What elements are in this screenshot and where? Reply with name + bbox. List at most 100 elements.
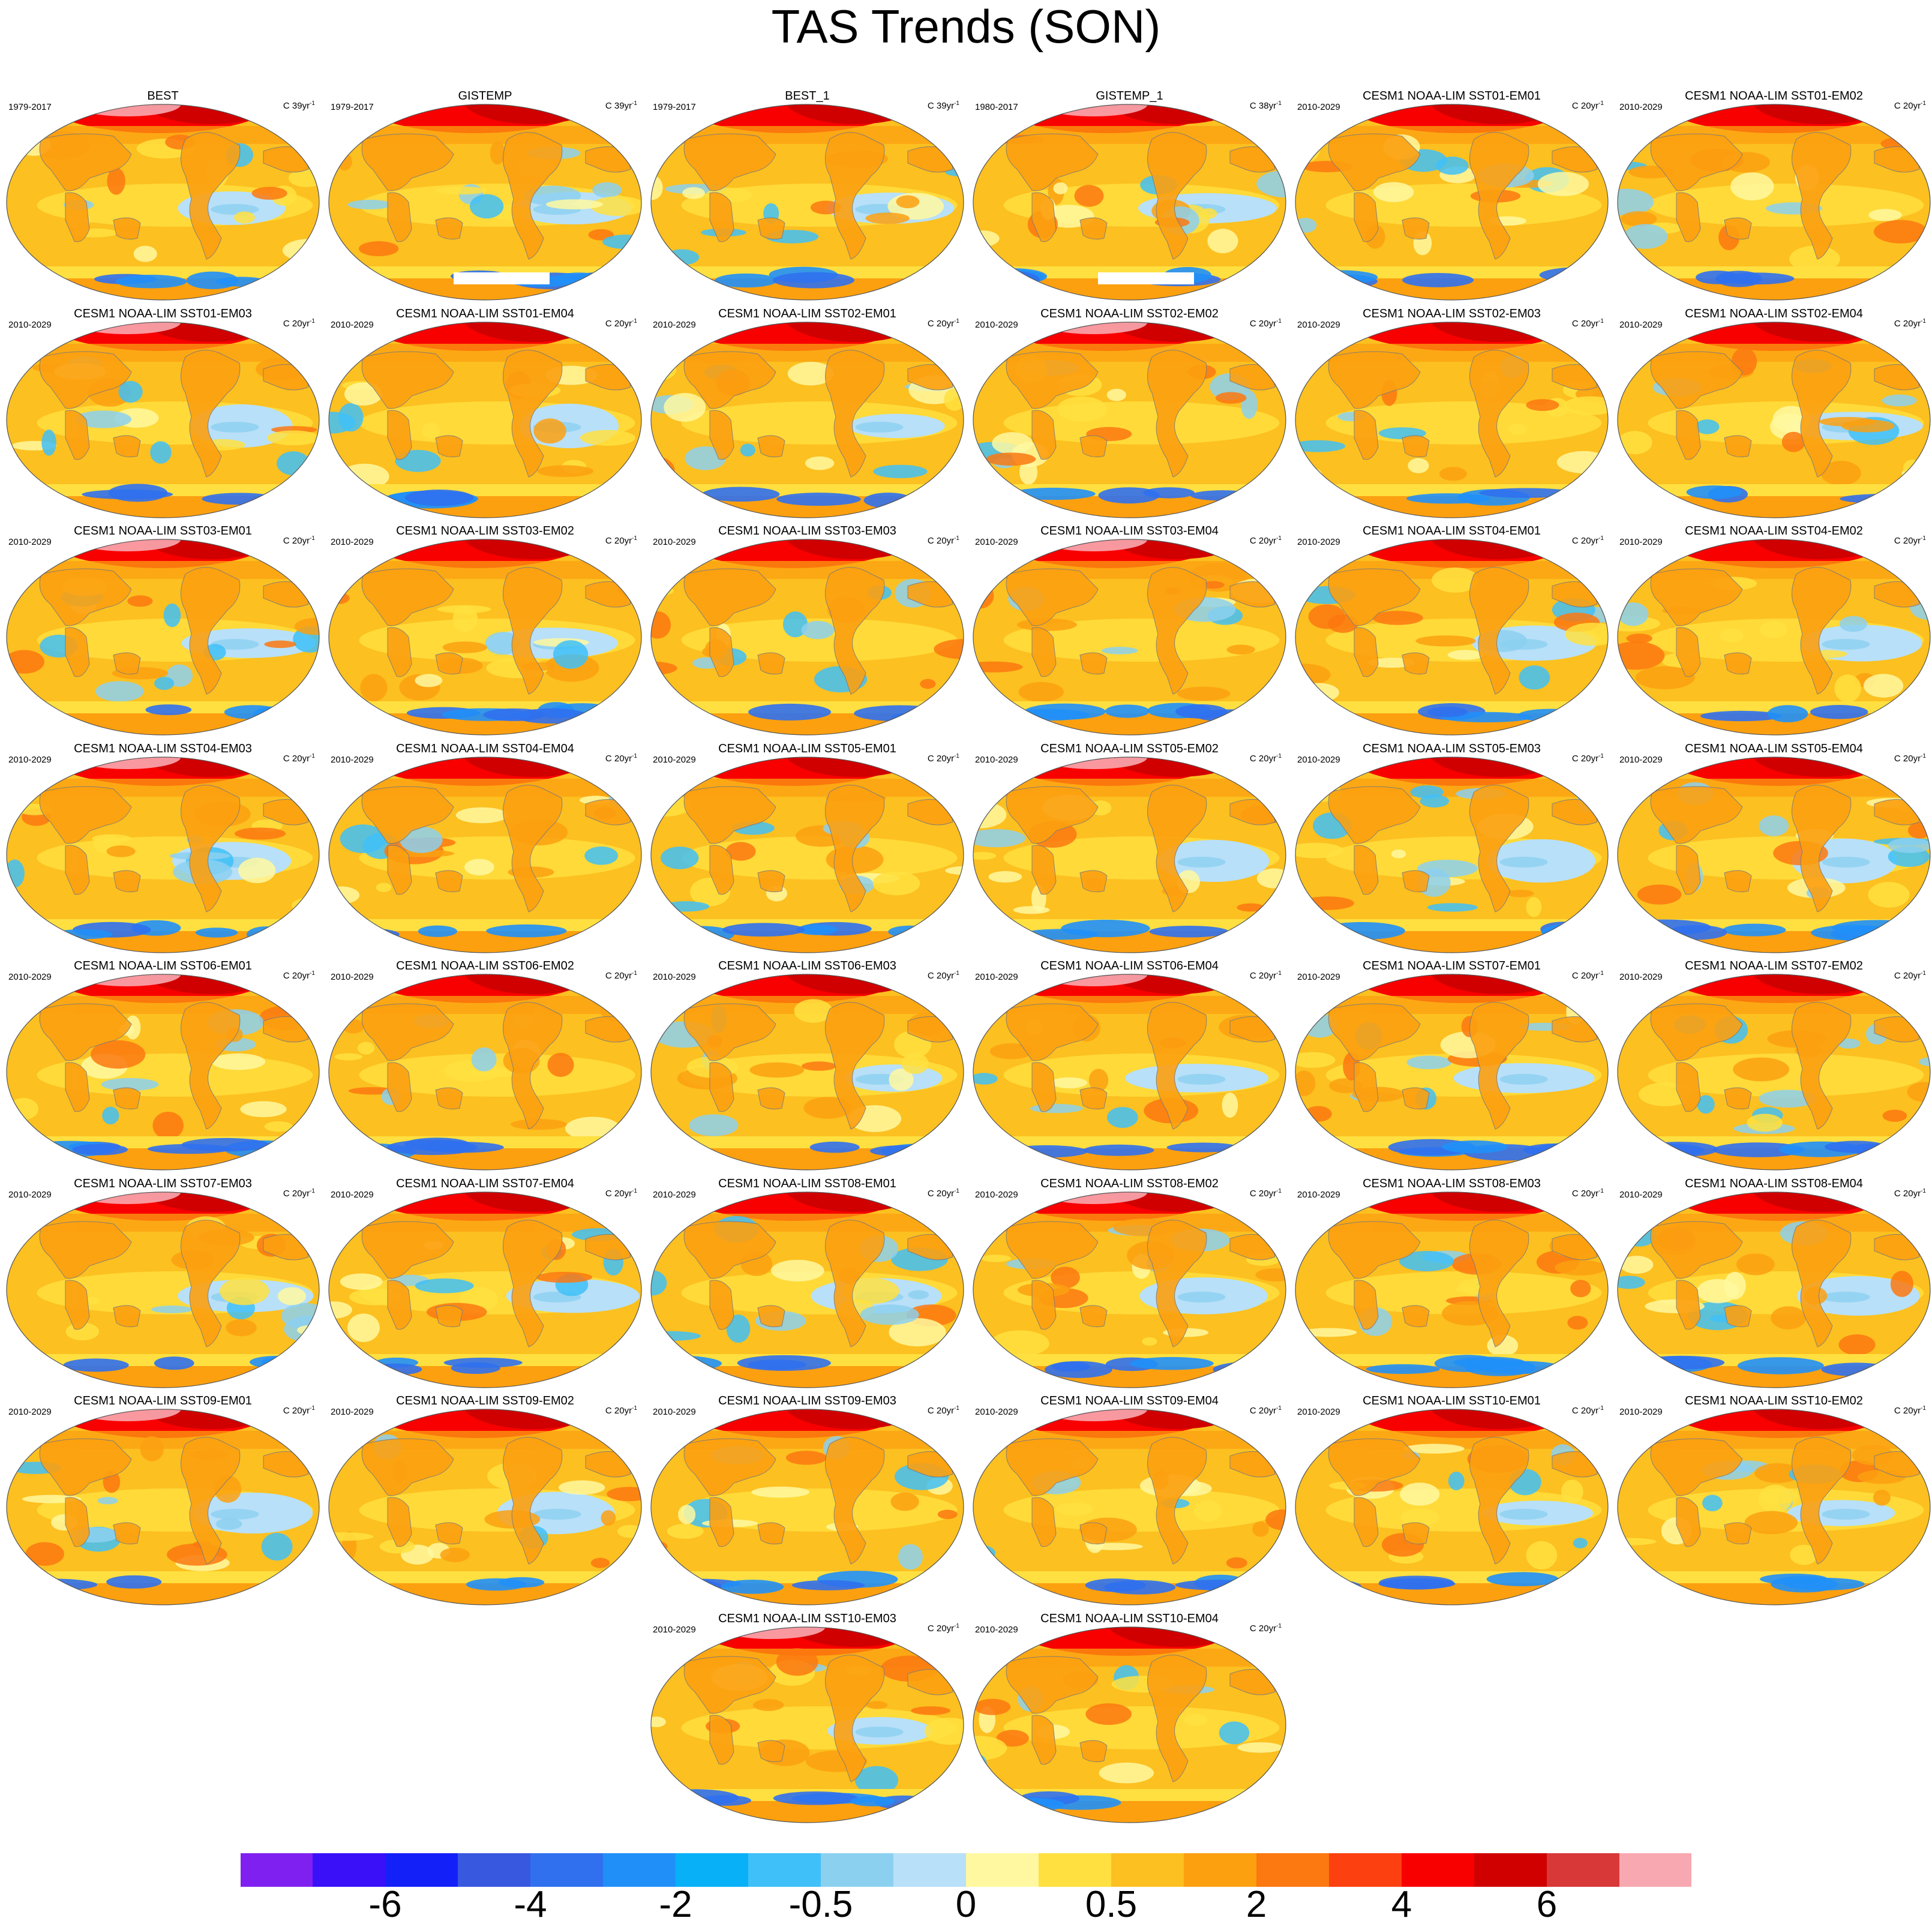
colorbar-swatch (966, 1853, 1039, 1887)
units-base: C 20yr (1571, 318, 1599, 329)
panel-period: 2010-2029 (975, 319, 1018, 330)
world-map (973, 974, 1286, 1170)
panel-units: C 39yr-1 (283, 98, 315, 112)
panel-title: CESM1 NOAA-LIM SST02-EM03 (1363, 307, 1541, 320)
panel-title: CESM1 NOAA-LIM SST05-EM01 (718, 742, 896, 755)
map-panel: CESM1 NOAA-LIM SST02-EM01 2010-2029 C 20yr… (647, 307, 968, 520)
panel-period: 2010-2029 (8, 754, 52, 765)
panel-period: 2010-2029 (1297, 1407, 1340, 1417)
panel-title: CESM1 NOAA-LIM SST03-EM04 (1040, 524, 1219, 538)
map-panel: CESM1 NOAA-LIM SST05-EM01 2010-2029 C 20yr… (647, 742, 968, 955)
panel-period: 2010-2029 (331, 1189, 374, 1200)
units-exponent: -1 (632, 100, 637, 107)
units-exponent: -1 (954, 100, 959, 107)
world-map (1295, 104, 1609, 301)
colorbar-tick-label: -2 (659, 1884, 692, 1925)
map-panel: CESM1 NOAA-LIM SST03-EM03 2010-2029 C 20yr… (647, 524, 968, 737)
units-exponent: -1 (954, 1622, 959, 1629)
map-panel: CESM1 NOAA-LIM SST10-EM04 2010-2029 C 20yr… (969, 1612, 1290, 1825)
panel-units: C 20yr-1 (605, 316, 637, 329)
units-exponent: -1 (632, 970, 637, 977)
units-exponent: -1 (954, 970, 959, 977)
panel-units: C 20yr-1 (1250, 1186, 1282, 1199)
panel-period: 2010-2029 (8, 1407, 52, 1417)
world-map (650, 539, 964, 736)
world-map (650, 1626, 964, 1823)
units-base: C 39yr (605, 101, 632, 111)
panel-period: 2010-2029 (331, 754, 374, 765)
panel-units: C 20yr-1 (1894, 1186, 1926, 1199)
world-map (6, 756, 320, 953)
map-panel: CESM1 NOAA-LIM SST10-EM03 2010-2029 C 20yr… (647, 1612, 968, 1825)
panel-title: CESM1 NOAA-LIM SST07-EM02 (1685, 959, 1863, 972)
world-map (650, 974, 964, 1170)
panel-period: 2010-2029 (331, 319, 374, 330)
map-panel: CESM1 NOAA-LIM SST04-EM01 2010-2029 C 20yr… (1291, 524, 1612, 737)
map-panel: CESM1 NOAA-LIM SST06-EM02 2010-2029 C 20yr… (325, 959, 646, 1172)
world-map (1295, 321, 1609, 518)
units-base: C 20yr (1249, 1188, 1277, 1199)
units-exponent: -1 (954, 1187, 959, 1194)
units-exponent: -1 (1598, 1405, 1604, 1412)
panel-units: C 20yr-1 (1894, 751, 1926, 764)
panel-title: CESM1 NOAA-LIM SST10-EM01 (1363, 1394, 1541, 1407)
units-base: C 20yr (1894, 1188, 1921, 1199)
world-map (6, 539, 320, 736)
map-panel: CESM1 NOAA-LIM SST09-EM02 2010-2029 C 20yr… (325, 1394, 646, 1607)
map-panel: CESM1 NOAA-LIM SST01-EM02 2010-2029 C 20yr… (1613, 89, 1932, 302)
units-base: C 20yr (1249, 1623, 1277, 1634)
panel-period: 2010-2029 (8, 537, 52, 547)
map-panel: CESM1 NOAA-LIM SST03-EM04 2010-2029 C 20yr… (969, 524, 1290, 737)
world-map (1295, 974, 1609, 1170)
panel-title: CESM1 NOAA-LIM SST05-EM03 (1363, 742, 1541, 755)
colorbar-swatch (1329, 1853, 1402, 1887)
units-exponent: -1 (1598, 970, 1604, 977)
world-map (6, 104, 320, 301)
panel-title: CESM1 NOAA-LIM SST07-EM01 (1363, 959, 1541, 972)
units-base: C 20yr (1894, 971, 1921, 981)
panel-period: 2010-2029 (8, 1189, 52, 1200)
world-map (1617, 321, 1931, 518)
panel-period: 2010-2029 (1619, 754, 1663, 765)
units-exponent: -1 (632, 1187, 637, 1194)
world-map (1617, 974, 1931, 1170)
panel-units: C 20yr-1 (1250, 316, 1282, 329)
panel-period: 2010-2029 (653, 972, 696, 982)
panel-units: C 20yr-1 (1572, 533, 1604, 547)
world-map (328, 756, 642, 953)
panel-period: 2010-2029 (1297, 102, 1340, 112)
map-panel: CESM1 NOAA-LIM SST04-EM04 2010-2029 C 20yr… (325, 742, 646, 955)
world-map (6, 1191, 320, 1388)
units-exponent: -1 (632, 317, 637, 325)
panel-units: C 20yr-1 (928, 1403, 959, 1416)
units-exponent: -1 (1276, 1187, 1282, 1194)
world-map (650, 756, 964, 953)
map-panel: CESM1 NOAA-LIM SST04-EM03 2010-2029 C 20yr… (2, 742, 323, 955)
panel-units: C 20yr-1 (605, 1403, 637, 1416)
units-base: C 20yr (1894, 536, 1921, 546)
panel-units: C 20yr-1 (928, 533, 959, 547)
colorbar-tick-label: 4 (1391, 1884, 1412, 1925)
units-base: C 20yr (1571, 536, 1599, 546)
world-map (973, 756, 1286, 953)
colorbar (240, 1853, 1692, 1887)
map-panel: CESM1 NOAA-LIM SST06-EM01 2010-2029 C 20yr… (2, 959, 323, 1172)
colorbar-swatch (1547, 1853, 1619, 1887)
panel-title: CESM1 NOAA-LIM SST03-EM02 (396, 524, 574, 538)
colorbar-swatch (1402, 1853, 1474, 1887)
panel-period: 2010-2029 (653, 754, 696, 765)
units-base: C 20yr (1249, 753, 1277, 764)
units-base: C 39yr (283, 101, 310, 111)
panel-units: C 20yr-1 (283, 751, 315, 764)
units-exponent: -1 (1921, 100, 1926, 107)
panel-title: CESM1 NOAA-LIM SST04-EM04 (396, 742, 574, 755)
map-panel: CESM1 NOAA-LIM SST08-EM03 2010-2029 C 20yr… (1291, 1177, 1612, 1390)
panel-title: CESM1 NOAA-LIM SST08-EM02 (1040, 1176, 1219, 1190)
map-panel: CESM1 NOAA-LIM SST05-EM04 2010-2029 C 20yr… (1613, 742, 1932, 955)
units-base: C 39yr (927, 101, 955, 111)
panel-units: C 20yr-1 (928, 1621, 959, 1634)
panel-title: CESM1 NOAA-LIM SST04-EM03 (74, 742, 252, 755)
units-exponent: -1 (310, 752, 315, 760)
panel-units: C 20yr-1 (1572, 316, 1604, 329)
map-panel: CESM1 NOAA-LIM SST02-EM04 2010-2029 C 20yr… (1613, 307, 1932, 520)
